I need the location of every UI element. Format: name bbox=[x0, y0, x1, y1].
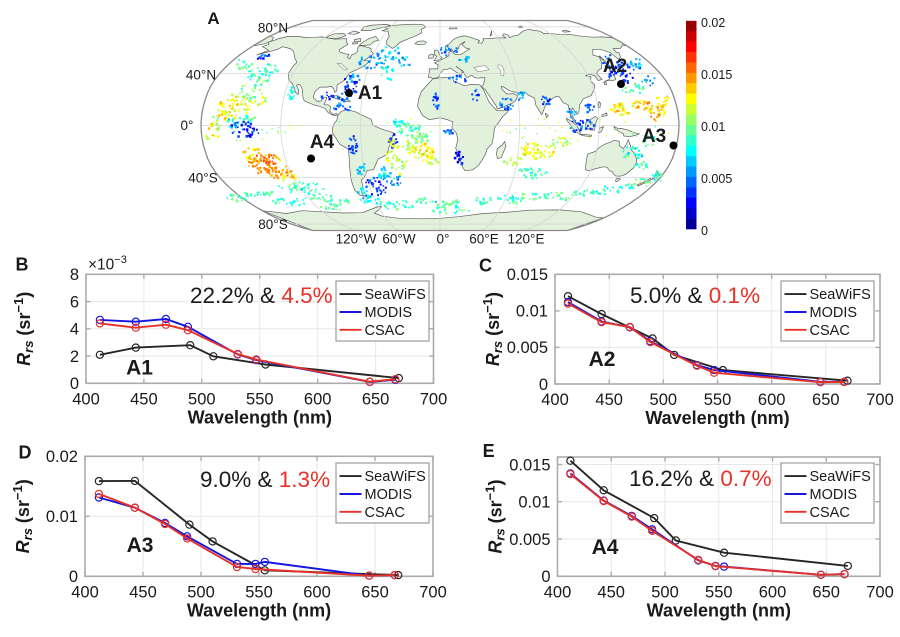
svg-text:SeaWiFS: SeaWiFS bbox=[365, 287, 426, 303]
svg-text:0.02: 0.02 bbox=[701, 16, 725, 30]
svg-text:0.005: 0.005 bbox=[509, 531, 550, 549]
svg-text:500: 500 bbox=[187, 583, 215, 601]
svg-text:450: 450 bbox=[129, 583, 157, 601]
svg-text:4: 4 bbox=[70, 321, 79, 339]
svg-text:0: 0 bbox=[70, 375, 79, 393]
svg-text:MODIS: MODIS bbox=[810, 487, 858, 503]
svg-text:CSAC: CSAC bbox=[810, 323, 850, 339]
svg-text:40°N: 40°N bbox=[186, 68, 216, 83]
svg-text:A4: A4 bbox=[310, 132, 335, 153]
svg-text:CSAC: CSAC bbox=[810, 505, 850, 521]
svg-text:0: 0 bbox=[69, 568, 78, 586]
svg-text:0.015: 0.015 bbox=[509, 456, 550, 474]
svg-text:450: 450 bbox=[597, 583, 625, 601]
svg-text:SeaWiFS: SeaWiFS bbox=[365, 469, 426, 485]
svg-text:Rrs (sr−1): Rrs (sr−1) bbox=[480, 292, 505, 366]
svg-text:60°E: 60°E bbox=[469, 232, 498, 247]
svg-text:16.2% & 0.7%: 16.2% & 0.7% bbox=[629, 466, 772, 491]
svg-text:650: 650 bbox=[361, 583, 389, 601]
svg-text:Wavelength (nm): Wavelength (nm) bbox=[647, 600, 791, 620]
svg-text:500: 500 bbox=[650, 391, 678, 409]
svg-text:700: 700 bbox=[419, 583, 447, 601]
svg-text:SeaWiFS: SeaWiFS bbox=[810, 469, 871, 485]
svg-text:450: 450 bbox=[130, 390, 158, 408]
svg-text:0: 0 bbox=[541, 568, 550, 586]
svg-text:Rrs (sr−1): Rrs (sr−1) bbox=[483, 480, 508, 554]
svg-text:Rrs (sr−1): Rrs (sr−1) bbox=[10, 479, 35, 553]
svg-text:0.01: 0.01 bbox=[46, 508, 78, 526]
svg-text:550: 550 bbox=[246, 390, 274, 408]
svg-text:600: 600 bbox=[303, 583, 331, 601]
svg-text:A3: A3 bbox=[127, 534, 154, 557]
svg-text:Wavelength (nm): Wavelength (nm) bbox=[645, 408, 789, 428]
svg-text:400: 400 bbox=[541, 391, 569, 409]
svg-text:650: 650 bbox=[812, 583, 840, 601]
svg-text:A3: A3 bbox=[642, 126, 666, 147]
svg-text:A1: A1 bbox=[126, 357, 153, 380]
svg-text:A: A bbox=[207, 9, 219, 28]
svg-text:A2: A2 bbox=[603, 56, 627, 77]
svg-text:SeaWiFS: SeaWiFS bbox=[810, 287, 871, 303]
svg-text:550: 550 bbox=[704, 391, 732, 409]
svg-text:0.005: 0.005 bbox=[701, 172, 732, 186]
svg-text:80°N: 80°N bbox=[258, 21, 288, 36]
svg-text:600: 600 bbox=[758, 391, 786, 409]
svg-text:700: 700 bbox=[420, 390, 448, 408]
svg-text:650: 650 bbox=[362, 390, 390, 408]
svg-text:A4: A4 bbox=[592, 536, 619, 559]
svg-text:0: 0 bbox=[701, 224, 708, 238]
svg-text:600: 600 bbox=[759, 583, 787, 601]
svg-text:2: 2 bbox=[70, 348, 79, 366]
svg-text:8: 8 bbox=[70, 266, 79, 284]
svg-text:400: 400 bbox=[71, 583, 99, 601]
svg-text:A2: A2 bbox=[589, 348, 616, 371]
svg-text:0.02: 0.02 bbox=[46, 448, 78, 466]
svg-text:0.015: 0.015 bbox=[507, 266, 548, 284]
svg-text:600: 600 bbox=[304, 390, 332, 408]
svg-text:400: 400 bbox=[544, 583, 572, 601]
svg-text:120°W: 120°W bbox=[336, 232, 377, 247]
svg-text:0.01: 0.01 bbox=[516, 303, 548, 321]
svg-text:C: C bbox=[479, 256, 492, 276]
svg-text:E: E bbox=[483, 441, 495, 461]
svg-text:A1: A1 bbox=[358, 83, 383, 104]
svg-text:0.015: 0.015 bbox=[701, 68, 732, 82]
svg-text:CSAC: CSAC bbox=[365, 505, 405, 521]
svg-text:Wavelength (nm): Wavelength (nm) bbox=[188, 407, 332, 427]
svg-text:0.01: 0.01 bbox=[701, 120, 725, 134]
svg-text:0: 0 bbox=[539, 376, 548, 394]
svg-text:450: 450 bbox=[595, 391, 623, 409]
svg-text:60°W: 60°W bbox=[382, 232, 415, 247]
svg-text:MODIS: MODIS bbox=[810, 305, 858, 321]
svg-text:5.0% & 0.1%: 5.0% & 0.1% bbox=[630, 283, 760, 308]
svg-text:Wavelength (nm): Wavelength (nm) bbox=[187, 600, 331, 620]
svg-text:22.2% & 4.5%: 22.2% & 4.5% bbox=[190, 283, 333, 308]
svg-text:CSAC: CSAC bbox=[365, 323, 405, 339]
svg-text:MODIS: MODIS bbox=[365, 305, 413, 321]
svg-text:550: 550 bbox=[705, 583, 733, 601]
svg-text:0°: 0° bbox=[437, 232, 450, 247]
svg-text:6: 6 bbox=[70, 293, 79, 311]
svg-text:D: D bbox=[19, 443, 32, 463]
svg-text:MODIS: MODIS bbox=[365, 487, 413, 503]
svg-text:0.01: 0.01 bbox=[518, 494, 550, 512]
svg-text:500: 500 bbox=[651, 583, 679, 601]
svg-text:40°S: 40°S bbox=[188, 171, 217, 186]
svg-text:0.005: 0.005 bbox=[507, 339, 548, 357]
svg-text:80°S: 80°S bbox=[258, 217, 287, 232]
svg-text:B: B bbox=[16, 255, 29, 275]
svg-text:Rrs (sr−1): Rrs (sr−1) bbox=[11, 292, 36, 366]
svg-text:0°: 0° bbox=[181, 118, 194, 133]
svg-text:650: 650 bbox=[812, 391, 840, 409]
svg-text:700: 700 bbox=[866, 583, 894, 601]
svg-text:500: 500 bbox=[188, 390, 216, 408]
svg-text:400: 400 bbox=[72, 390, 100, 408]
svg-text:9.0% & 1.3%: 9.0% & 1.3% bbox=[200, 467, 330, 492]
svg-text:700: 700 bbox=[866, 391, 894, 409]
svg-text:120°E: 120°E bbox=[508, 232, 545, 247]
svg-text:550: 550 bbox=[245, 583, 273, 601]
